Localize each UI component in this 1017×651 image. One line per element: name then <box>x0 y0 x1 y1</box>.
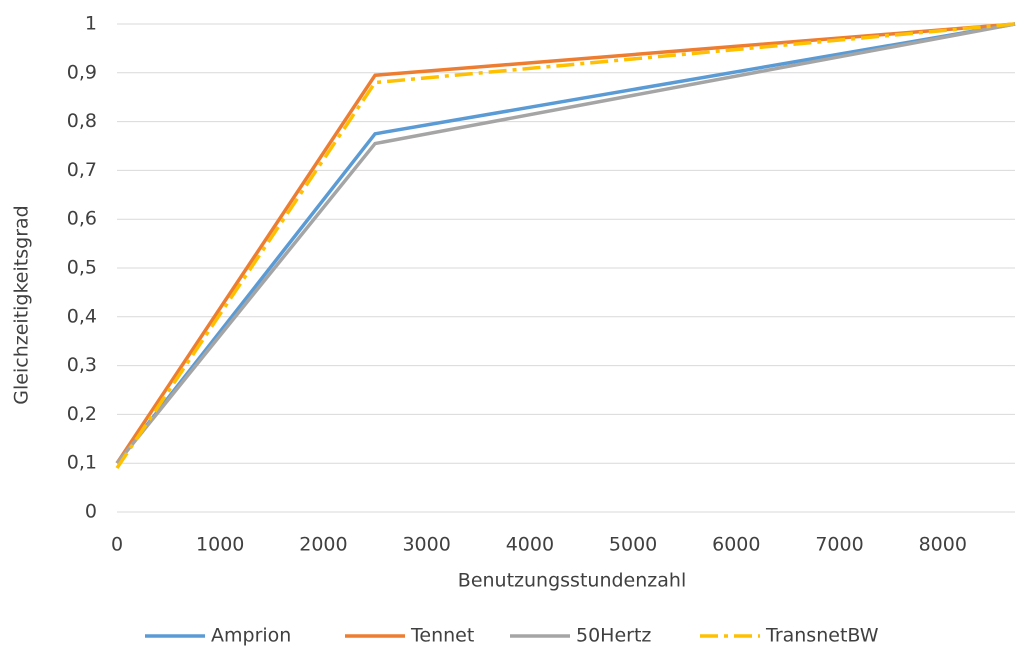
y-tick-label: 0,9 <box>67 61 97 83</box>
series-line <box>115 22 1016 470</box>
y-axis-label: Gleichzeitigkeitsgrad <box>11 205 33 404</box>
y-tick-label: 0,8 <box>67 110 97 132</box>
x-tick-label: 5000 <box>609 534 657 556</box>
y-tick-label: 0 <box>85 501 97 523</box>
y-tick-label: 0,6 <box>67 208 97 230</box>
series-line <box>115 22 1016 465</box>
x-tick-label: 1000 <box>196 534 244 556</box>
x-tick-label: 0 <box>111 534 123 556</box>
legend-label: Amprion <box>211 625 291 647</box>
x-tick-label: 8000 <box>919 534 967 556</box>
legend-label: 50Hertz <box>576 625 651 647</box>
series-line <box>115 22 1016 465</box>
y-tick-label: 0,7 <box>67 159 97 181</box>
y-tick-label: 1 <box>85 13 97 35</box>
y-tick-label: 0,3 <box>67 354 97 376</box>
legend-label: TransnetBW <box>765 625 879 647</box>
x-tick-label: 3000 <box>402 534 450 556</box>
x-tick-label: 6000 <box>712 534 760 556</box>
x-axis-label: Benutzungsstundenzahl <box>458 570 686 592</box>
y-tick-label: 0,1 <box>67 452 97 474</box>
y-tick-label: 0,5 <box>67 257 97 279</box>
x-tick-label: 2000 <box>299 534 347 556</box>
x-tick-label: 7000 <box>815 534 863 556</box>
y-tick-label: 0,4 <box>67 305 97 327</box>
series-line <box>115 22 1016 465</box>
legend-label: Tennet <box>410 625 474 647</box>
x-tick-label: 4000 <box>506 534 554 556</box>
y-tick-label: 0,2 <box>67 403 97 425</box>
